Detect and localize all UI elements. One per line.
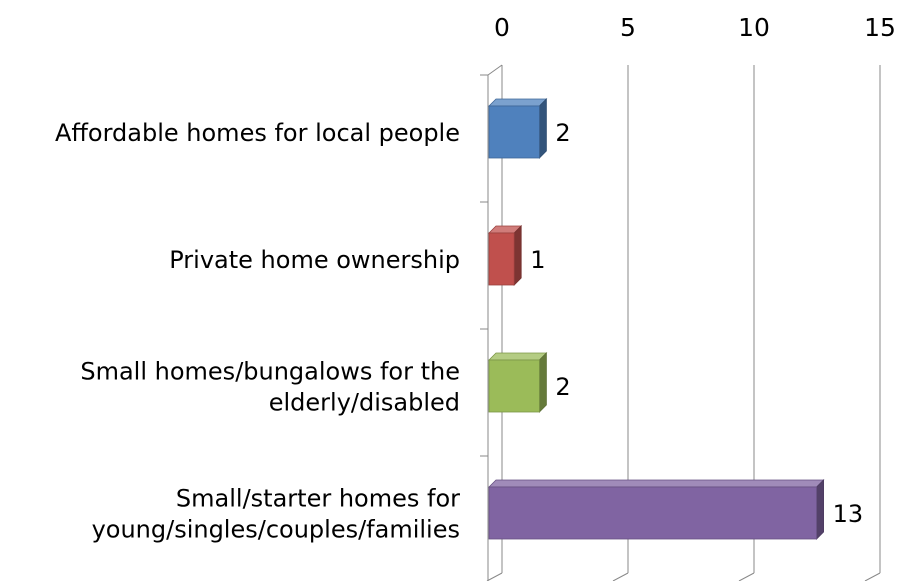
category-axis-top-edge xyxy=(487,64,503,76)
category-label-line: Affordable homes for local people xyxy=(55,119,460,147)
value-axis-tick-labels: 0 5 10 15 xyxy=(494,13,896,42)
bar-front-face xyxy=(488,359,540,413)
bar-top-face xyxy=(488,98,548,107)
floor-gridline-0 xyxy=(486,572,503,581)
x-tick-label: 15 xyxy=(864,13,896,42)
bar-2 xyxy=(488,352,548,413)
bar-1 xyxy=(488,225,523,286)
x-tick-label: 0 xyxy=(494,13,510,42)
category-label-line: Small homes/bungalows for the xyxy=(80,358,460,386)
category-label: Small/starter homes for young/singles/cou… xyxy=(92,485,461,544)
floor-gridline-10 xyxy=(738,572,755,581)
bar-0 xyxy=(488,98,548,159)
category-label: Affordable homes for local people xyxy=(55,119,460,147)
category-label-line: elderly/disabled xyxy=(269,389,460,417)
category-label: Small homes/bungalows for the elderly/dis… xyxy=(80,358,460,417)
category-label: Private home ownership xyxy=(169,246,460,274)
bar-side-face xyxy=(816,479,824,540)
data-label: 1 xyxy=(530,246,545,274)
bar-front-face xyxy=(488,486,818,540)
data-label: 2 xyxy=(555,119,570,147)
floor-gridline-5 xyxy=(612,572,629,581)
bars xyxy=(488,98,825,540)
category-label-line: young/singles/couples/families xyxy=(92,516,460,544)
x-tick-label: 10 xyxy=(738,13,770,42)
bar-top-face xyxy=(488,352,548,361)
bar-side-face xyxy=(539,352,547,413)
bar-front-face xyxy=(488,105,540,159)
bar-side-face xyxy=(513,225,522,286)
category-labels: Affordable homes for local people Private… xyxy=(55,119,460,544)
data-labels: 2 1 2 13 xyxy=(530,119,863,528)
bar-side-face xyxy=(539,98,547,159)
category-label-line: Private home ownership xyxy=(169,246,460,274)
floor-gridline-15 xyxy=(864,572,881,581)
data-label: 13 xyxy=(833,500,864,528)
x-tick-label: 5 xyxy=(620,13,636,42)
data-label: 2 xyxy=(555,373,570,401)
bar-3 xyxy=(488,479,825,540)
bar-front-face xyxy=(488,232,515,286)
category-label-line: Small/starter homes for xyxy=(176,485,460,513)
category-axis xyxy=(480,64,503,581)
bar-top-face xyxy=(488,479,825,488)
